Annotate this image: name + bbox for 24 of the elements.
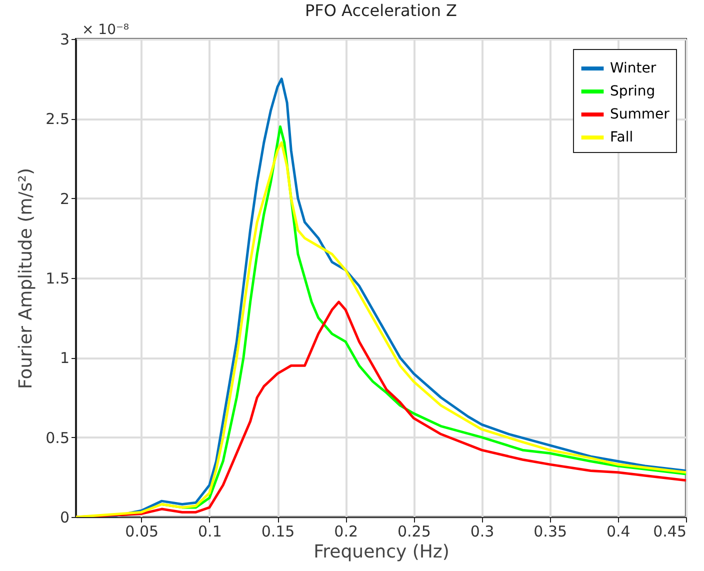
x-tick-label: 0.4: [606, 522, 630, 540]
y-tick-label: 3: [60, 30, 70, 48]
x-tick-label: 0.1: [198, 522, 222, 540]
legend-label: Winter: [610, 60, 656, 76]
legend-label: Fall: [610, 130, 634, 146]
y-tick-label: 0: [60, 508, 70, 526]
x-tick-label: 0.35: [534, 522, 568, 540]
y-tick-label: 1.5: [46, 270, 70, 288]
x-axis-title: Frequency (Hz): [314, 542, 450, 562]
x-tick-label: 0.25: [397, 522, 431, 540]
legend-label: Summer: [610, 106, 670, 122]
y-tick-label: 0.5: [46, 428, 70, 447]
text: × 10⁻⁸: [82, 22, 130, 38]
y-tick-label: 2.5: [46, 110, 70, 128]
y-axis-title: Fourier Amplitude (m/s²): [16, 168, 37, 389]
x-tick-label: 0.45: [653, 522, 686, 540]
chart-title: PFO Acceleration Z: [305, 1, 458, 20]
x-tick-label: 0.2: [334, 522, 358, 540]
y-tick-label: 2: [60, 190, 70, 208]
x-tick-label: 0.3: [470, 522, 494, 540]
x-tick-label: 0.15: [261, 522, 295, 540]
x-tick-label: 0.05: [125, 522, 159, 540]
legend-label: Spring: [610, 84, 656, 100]
y-tick-label: 1: [60, 349, 70, 368]
